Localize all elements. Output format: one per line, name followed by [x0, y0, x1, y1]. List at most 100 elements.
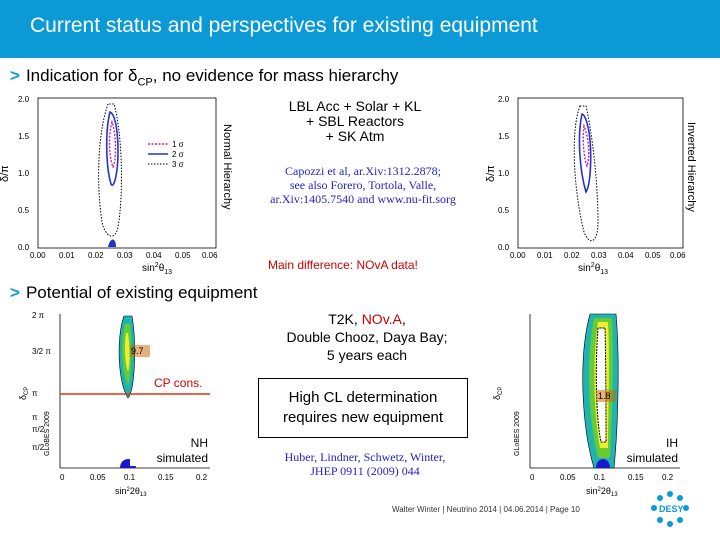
ih-label: IH simulated	[612, 436, 678, 466]
tl-ylabel: δ/π	[0, 165, 11, 182]
tr-ytick-0: 2.0	[498, 95, 510, 104]
experiments-line-1: T2K, NOv.A,	[328, 311, 406, 327]
tr-xtick-4: 0.04	[618, 251, 634, 260]
top-citation: Capozzi et al, ar.Xiv:1312.2878; see als…	[238, 164, 488, 206]
tr-ylabel: δ/π	[485, 165, 497, 182]
bl-contour-inner	[124, 333, 130, 372]
nh-text: NH	[190, 436, 208, 450]
bl-ytick-1: 3/2 π	[32, 347, 51, 356]
bl-ytick-5: π/2	[32, 443, 45, 452]
tl-xtick-6: 0.06	[202, 251, 218, 260]
bl-ylabel: δCP	[18, 387, 30, 400]
tl-xtick-2: 0.02	[88, 251, 104, 260]
tl-xlabel: sin2θ13	[142, 262, 172, 276]
br-badge: 1.8	[598, 391, 611, 401]
experiments-line-3: 5 years each	[326, 347, 408, 363]
br-contour-core	[595, 327, 607, 443]
tl-ytick-1: 1.5	[18, 132, 30, 141]
footer-text: Walter Winter | Neutrino 2014 | 04.06.20…	[392, 505, 580, 514]
br-xtick-4: 0.2	[662, 473, 674, 482]
br-watermark: GLoBES 2009	[514, 411, 521, 456]
tl-ytick-4: 0.0	[18, 243, 30, 252]
conclusion-box: High CL determination requires new equip…	[258, 378, 468, 438]
bl-badge: 9.7	[131, 346, 144, 356]
fit-label-line-1: LBL Acc + Solar + KL	[288, 98, 422, 114]
tl-ytick-3: 0.5	[18, 206, 30, 215]
top-left-blob	[108, 239, 116, 247]
bottom-citation-line-1: Huber, Lindner, Schwetz, Winter,	[284, 450, 446, 464]
bullet-1-sub: CP	[137, 76, 153, 89]
tr-xtick-0: 0.00	[510, 251, 526, 260]
bl-xtick-1: 0.05	[90, 473, 106, 482]
top-left-frame	[37, 97, 217, 249]
bl-ytick-4: π	[32, 413, 38, 422]
br-xtick-3: 0.15	[628, 473, 644, 482]
tr-xtick-1: 0.01	[537, 251, 553, 260]
tr-ytick-1: 1.5	[498, 132, 510, 141]
desy-logo-text: DESY	[659, 504, 684, 514]
top-citation-line-3: ar.Xiv:1405.7540 and www.nu-fit.sorg	[270, 192, 456, 206]
bl-ytick-2: π	[32, 389, 38, 398]
bl-ytick-0: 2 π	[32, 311, 45, 320]
bl-xtick-2: 0.1	[124, 473, 136, 482]
bullet-1-text-b: , no evidence for mass hierarchy	[152, 66, 399, 85]
cp-cons-label: CP cons.	[154, 376, 203, 390]
bl-xlabel: sin22θ13	[115, 486, 147, 498]
br-ylabel: δCP	[492, 387, 504, 400]
top-right-frame	[517, 97, 684, 249]
bullet-1: > Indication for δCP, no evidence for mas…	[10, 66, 398, 88]
nh-label: NH simulated	[130, 436, 208, 466]
tr-xtick-3: 0.03	[591, 251, 607, 260]
tl-xtick-3: 0.03	[117, 251, 133, 260]
bottom-left-plot: 9.7 2 π 3/2 π π π/2 π π/2 δCP GLoBES 200…	[18, 311, 210, 498]
desy-logo: DESY	[651, 491, 689, 527]
tl-xtick-0: 0.00	[30, 251, 46, 260]
bullet-arrow-icon: >	[10, 66, 20, 85]
bullet-1-delta: δ	[128, 66, 138, 85]
experiments-line-2: Double Chooz, Daya Bay;	[286, 329, 448, 345]
tr-xlabel: sin2θ13	[578, 262, 608, 276]
tl-ytick-2: 1.0	[18, 169, 30, 178]
ih-simulated: simulated	[626, 451, 678, 465]
bullet-2-text: Potential of existing equipment	[25, 283, 258, 302]
fit-label-line-2: + SBL Reactors	[306, 113, 404, 129]
box-line-1: High CL determination	[288, 389, 438, 406]
tl-xtick-5: 0.05	[175, 251, 191, 260]
ih-text: IH	[666, 436, 678, 450]
tr-hierarchy: Inverted Hierarchy	[685, 122, 697, 212]
bottom-citation: Huber, Lindner, Schwetz, Winter, JHEP 09…	[250, 450, 480, 478]
legend-1s: 1 σ	[172, 140, 184, 149]
bl-watermark: GLoBES 2009	[44, 411, 51, 456]
top-citation-line-2: see also Forero, Tortola, Valle,	[289, 178, 437, 192]
slide-title: Current status and perspectives for exis…	[30, 14, 538, 37]
tl-hierarchy: Normal Hierarchy	[221, 124, 233, 210]
tr-xtick-5: 0.05	[645, 251, 661, 260]
legend-2s: 2 σ	[172, 150, 184, 159]
top-right-contour-3s	[573, 105, 599, 242]
top-left-plot: 1 σ 2 σ 3 σ 2.0 1.5 1.0 0.5 0.0 δ/π 0.00…	[0, 95, 233, 276]
bullet-1-text-a: Indication for	[25, 66, 128, 85]
br-blob	[596, 459, 610, 468]
top-right-plot: 2.0 1.5 1.0 0.5 0.0 δ/π 0.00 0.01 0.02 0…	[485, 95, 697, 276]
br-xtick-0: 0	[530, 473, 535, 482]
bl-xtick-0: 0	[60, 473, 65, 482]
nh-simulated: simulated	[156, 451, 208, 465]
main-difference: Main difference: NOvA data!	[268, 258, 418, 272]
tl-xtick-1: 0.01	[59, 251, 75, 260]
bl-xtick-3: 0.15	[158, 473, 174, 482]
top-left-contour-1s	[108, 119, 117, 169]
bullet-2: > Potential of existing equipment	[10, 283, 257, 303]
top-left-contour-3s	[98, 103, 122, 237]
top-left-contour-2s	[105, 110, 119, 186]
bullet-arrow-icon-2: >	[10, 283, 20, 302]
title-bar: Current status and perspectives for exis…	[0, 0, 720, 58]
top-right-contour-2s	[578, 113, 592, 194]
legend-3s: 3 σ	[172, 160, 184, 169]
br-xtick-1: 0.05	[560, 473, 576, 482]
tl-xtick-4: 0.04	[146, 251, 162, 260]
tr-ytick-4: 0.0	[498, 243, 510, 252]
tr-ytick-2: 1.0	[498, 169, 510, 178]
br-xtick-2: 0.1	[594, 473, 606, 482]
fit-label-line-3: + SK Atm	[325, 128, 385, 144]
bottom-right-plot: 1.8 δCP GLoBES 2009 0 0.05 0.1 0.15 0.2 …	[492, 313, 680, 498]
